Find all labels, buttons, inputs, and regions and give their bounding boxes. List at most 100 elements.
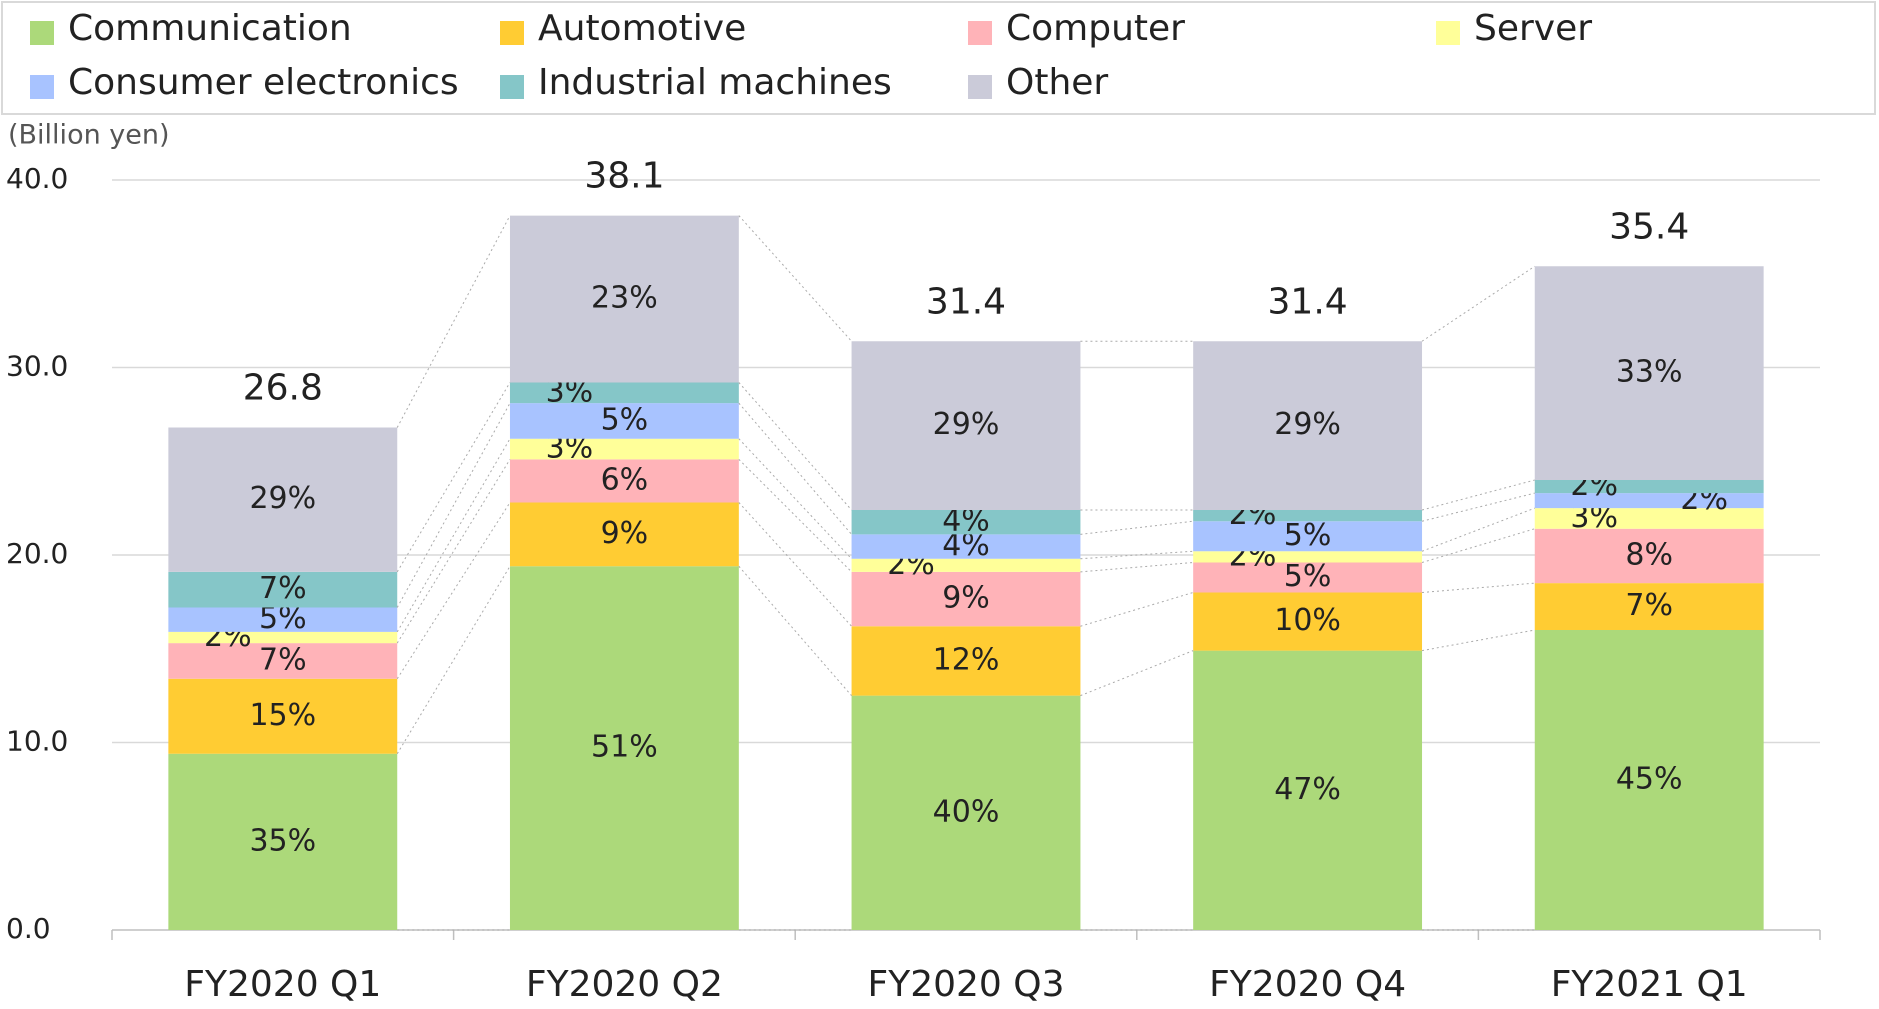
segment-label: 35% xyxy=(249,823,316,858)
bar-segment xyxy=(1534,266,1764,480)
segment-label: 12% xyxy=(933,642,1000,677)
x-tick-label: FY2020 Q1 xyxy=(184,964,381,1005)
total-label: 35.4 xyxy=(1609,206,1689,247)
connector xyxy=(1421,582,1535,593)
bar-segment xyxy=(1193,521,1423,552)
connector xyxy=(1421,528,1535,563)
legend-label: Consumer electronics xyxy=(68,62,459,103)
connector xyxy=(738,565,852,696)
segment-label: 40% xyxy=(933,794,1000,829)
bar-segment xyxy=(1534,480,1764,494)
legend-swatch xyxy=(968,21,992,45)
bar-segment xyxy=(509,566,739,930)
connector xyxy=(396,502,511,680)
bar-segment xyxy=(1193,592,1423,651)
legend-label: Automotive xyxy=(538,8,746,49)
y-tick-label: 0.0 xyxy=(6,912,51,945)
bar-segment xyxy=(1534,493,1764,509)
y-tick-label: 40.0 xyxy=(6,162,68,195)
bar-segment xyxy=(509,438,739,460)
connector xyxy=(396,565,511,755)
bar-segment xyxy=(1534,630,1764,930)
segment-label: 5% xyxy=(1284,559,1332,594)
connector xyxy=(1080,550,1194,560)
segment-label: 51% xyxy=(591,730,658,765)
bar-segment xyxy=(1193,341,1423,510)
legend-swatch xyxy=(1436,21,1460,45)
connector xyxy=(738,459,852,573)
segment-label: 10% xyxy=(1274,603,1341,638)
x-tick-label: FY2020 Q4 xyxy=(1209,964,1406,1005)
segment-label: 7% xyxy=(259,571,307,606)
connector xyxy=(1080,520,1194,535)
bar-segment xyxy=(168,753,398,930)
segment-label: 8% xyxy=(1625,537,1673,572)
legend-label: Communication xyxy=(68,8,352,49)
bar-segment xyxy=(168,571,398,608)
bar-segment xyxy=(168,607,398,632)
bar-segment xyxy=(509,215,739,383)
connector xyxy=(1421,507,1535,552)
bar-segment xyxy=(1193,562,1423,593)
bar-segment xyxy=(851,558,1081,572)
connector xyxy=(1421,265,1536,342)
connector xyxy=(738,402,852,535)
legend-label: Computer xyxy=(1006,8,1185,49)
total-label: 31.4 xyxy=(926,281,1006,322)
bar-segment xyxy=(509,502,739,567)
segment-label: 5% xyxy=(601,402,649,437)
connector xyxy=(1421,629,1535,652)
segment-label: 9% xyxy=(942,581,990,616)
segment-label: 5% xyxy=(1284,518,1332,553)
total-label: 38.1 xyxy=(584,156,664,197)
legend-swatch xyxy=(968,75,992,99)
segment-label: 6% xyxy=(601,462,649,497)
connector xyxy=(396,438,511,633)
connector xyxy=(1421,492,1535,522)
segment-label: 7% xyxy=(259,642,307,677)
segment-label: 7% xyxy=(1625,588,1673,623)
x-tick-label: FY2020 Q3 xyxy=(868,964,1065,1005)
y-tick-label: 20.0 xyxy=(6,537,68,570)
segment-label: 15% xyxy=(249,698,316,733)
segment-label: 9% xyxy=(601,516,649,551)
total-label: 31.4 xyxy=(1268,281,1348,322)
bar-segment xyxy=(1534,528,1764,584)
bar-segment xyxy=(168,643,398,679)
connector xyxy=(1421,479,1535,511)
legend-label: Server xyxy=(1474,8,1592,49)
bar-segment xyxy=(851,534,1081,559)
bar-segment xyxy=(1193,510,1423,522)
segment-label: 29% xyxy=(933,407,1000,442)
legend-swatch xyxy=(30,75,54,99)
y-tick-label: 10.0 xyxy=(6,725,68,758)
bar-segment xyxy=(851,510,1081,535)
bar-segment xyxy=(168,678,398,754)
connector xyxy=(738,438,852,560)
bar-segment xyxy=(851,571,1081,627)
bar-segment xyxy=(851,626,1081,696)
bar-segment xyxy=(851,695,1081,930)
segment-label: 29% xyxy=(249,481,316,516)
y-tick-label: 30.0 xyxy=(6,350,68,383)
connector xyxy=(738,502,852,627)
x-tick-label: FY2021 Q1 xyxy=(1551,964,1748,1005)
y-axis-label: (Billion yen) xyxy=(8,120,170,151)
bar-segment xyxy=(1193,551,1423,563)
segment-label: 45% xyxy=(1616,762,1683,797)
bar-segment xyxy=(509,403,739,439)
connector xyxy=(1080,650,1194,697)
segment-label: 33% xyxy=(1616,355,1683,390)
bar-segment xyxy=(1534,508,1764,529)
segment-label: 29% xyxy=(1274,407,1341,442)
segment-label: 23% xyxy=(591,281,658,316)
connector xyxy=(1080,562,1194,573)
legend-label: Industrial machines xyxy=(538,62,892,103)
connector xyxy=(396,402,511,608)
x-tick-label: FY2020 Q2 xyxy=(526,964,723,1005)
connector xyxy=(396,382,511,573)
bar-segment xyxy=(509,382,739,404)
legend-swatch xyxy=(500,21,524,45)
bar-segment xyxy=(1534,583,1764,630)
